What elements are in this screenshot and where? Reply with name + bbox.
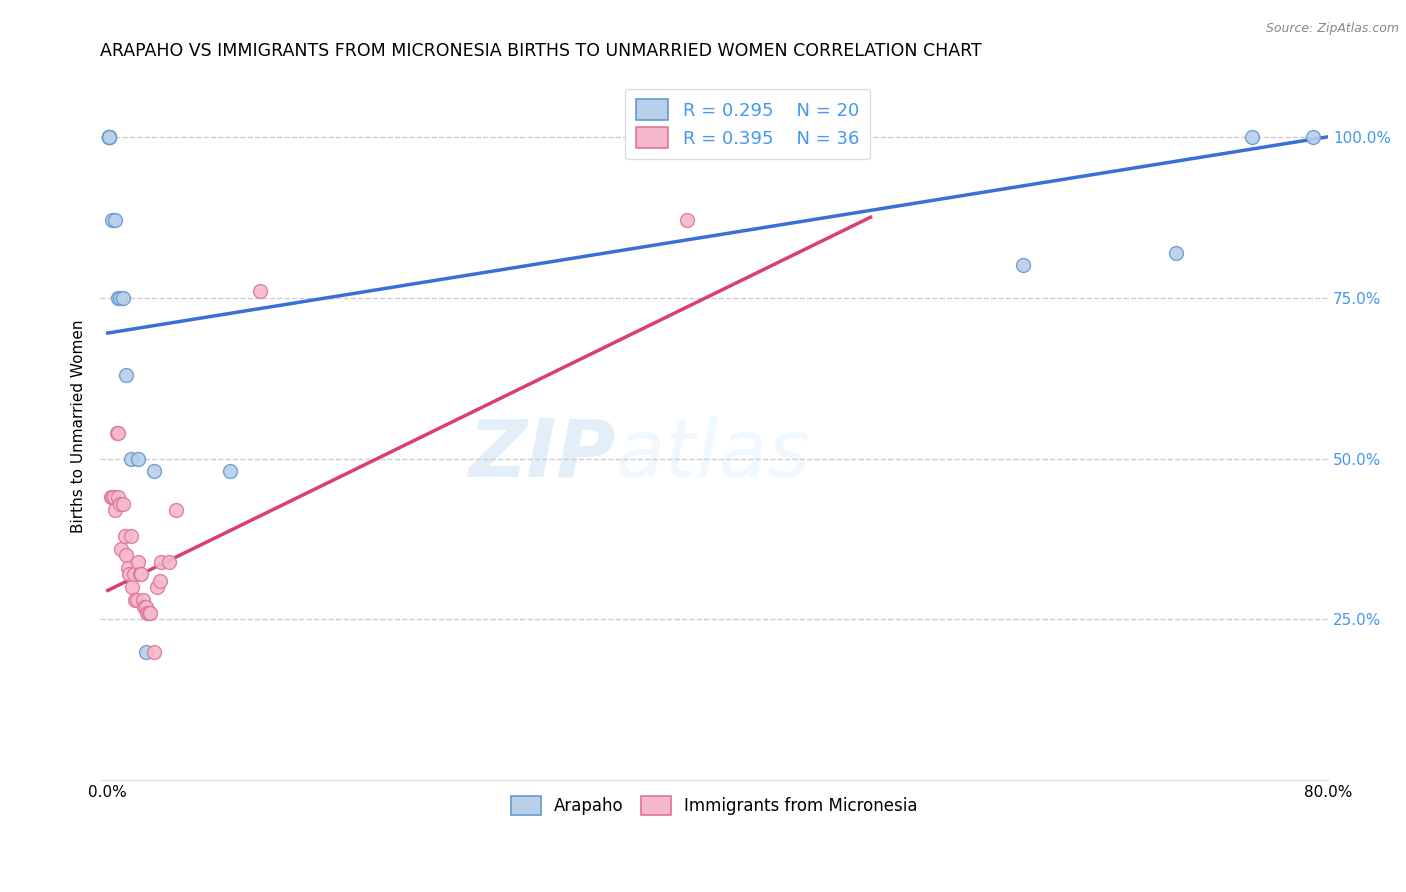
Point — [111, 291, 134, 305]
Point — [101, 213, 124, 227]
Text: Source: ZipAtlas.com: Source: ZipAtlas.com — [1265, 22, 1399, 36]
Text: ARAPAHO VS IMMIGRANTS FROM MICRONESIA BIRTHS TO UNMARRIED WOMEN CORRELATION CHAR: ARAPAHO VS IMMIGRANTS FROM MICRONESIA BI… — [100, 42, 981, 60]
Point — [105, 425, 128, 440]
Point — [100, 490, 122, 504]
Point — [125, 593, 148, 607]
Point — [131, 567, 153, 582]
Point — [103, 490, 125, 504]
Point — [107, 291, 129, 305]
Point — [127, 554, 149, 568]
Point — [120, 529, 142, 543]
Point — [135, 644, 157, 658]
Point — [128, 567, 150, 582]
Point — [145, 580, 167, 594]
Point — [110, 541, 132, 556]
Point — [111, 497, 134, 511]
Y-axis label: Births to Unmarried Women: Births to Unmarried Women — [72, 319, 86, 533]
Point — [104, 503, 127, 517]
Point — [127, 451, 149, 466]
Point — [118, 567, 141, 582]
Point — [1012, 259, 1035, 273]
Point — [249, 284, 271, 298]
Text: atlas: atlas — [616, 416, 811, 493]
Point — [136, 606, 159, 620]
Point — [122, 567, 145, 582]
Point — [104, 213, 127, 227]
Point — [98, 129, 121, 144]
Legend: Arapaho, Immigrants from Micronesia: Arapaho, Immigrants from Micronesia — [501, 786, 928, 825]
Point — [115, 368, 138, 382]
Point — [107, 425, 129, 440]
Point — [98, 129, 121, 144]
Point — [135, 599, 157, 614]
Point — [1302, 129, 1324, 144]
Point — [98, 129, 121, 144]
Point — [98, 129, 121, 144]
Point — [124, 593, 146, 607]
Point — [139, 606, 162, 620]
Point — [165, 503, 187, 517]
Point — [218, 464, 240, 478]
Point — [150, 554, 173, 568]
Point — [1240, 129, 1263, 144]
Point — [120, 451, 142, 466]
Point — [142, 644, 165, 658]
Point — [108, 497, 131, 511]
Point — [121, 580, 143, 594]
Point — [134, 599, 156, 614]
Text: ZIP: ZIP — [468, 416, 616, 493]
Point — [142, 464, 165, 478]
Point — [98, 129, 121, 144]
Point — [114, 529, 136, 543]
Point — [676, 213, 699, 227]
Point — [157, 554, 180, 568]
Point — [107, 490, 129, 504]
Point — [115, 548, 138, 562]
Point — [1164, 245, 1187, 260]
Point — [117, 561, 139, 575]
Point — [108, 291, 131, 305]
Point — [149, 574, 172, 588]
Point — [138, 606, 160, 620]
Point — [101, 490, 124, 504]
Point — [132, 593, 155, 607]
